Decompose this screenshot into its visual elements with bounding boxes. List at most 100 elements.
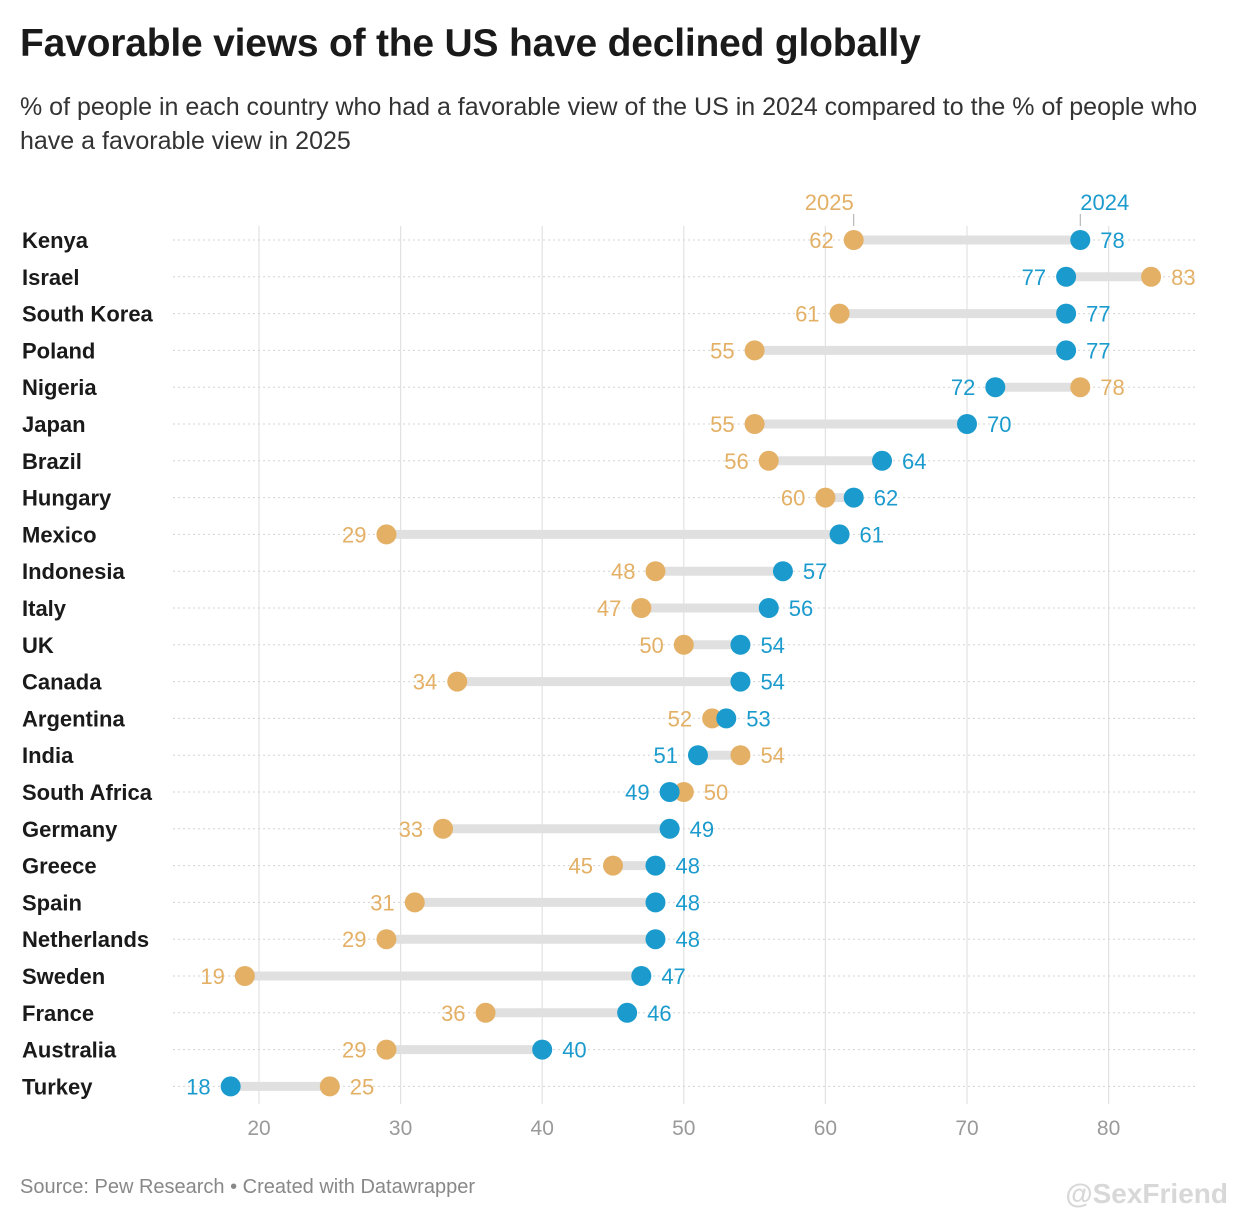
- dot-2025: [702, 708, 723, 729]
- x-tick-label: 50: [672, 1117, 695, 1140]
- dot-2025: [234, 966, 255, 986]
- value-label-2024: 54: [760, 633, 784, 658]
- watermark: @SexFriend: [1065, 1178, 1228, 1209]
- dot-2025: [673, 634, 694, 655]
- dot-2024: [220, 1076, 241, 1097]
- dot-2025: [475, 1002, 496, 1023]
- country-label: Germany: [22, 817, 118, 842]
- value-label-2025: 33: [399, 817, 423, 842]
- country-label: India: [22, 743, 74, 768]
- country-label: Israel: [22, 265, 80, 290]
- country-label: Indonesia: [22, 559, 125, 584]
- value-label-2025: 62: [809, 228, 833, 253]
- dot-2025: [744, 414, 765, 434]
- dot-2024: [730, 671, 751, 692]
- dot-2025: [603, 855, 623, 876]
- value-label-2025: 83: [1171, 265, 1195, 290]
- value-label-2025: 54: [760, 743, 784, 768]
- value-label-2024: 77: [1022, 265, 1046, 290]
- dot-2025: [645, 561, 666, 582]
- x-tick-label: 30: [389, 1117, 412, 1140]
- value-label-2024: 48: [675, 927, 699, 952]
- value-label-2025: 31: [370, 890, 394, 915]
- dot-2024: [1056, 340, 1077, 361]
- value-label-2025: 61: [795, 302, 819, 327]
- value-label-2025: 78: [1100, 375, 1124, 400]
- dot-2024: [957, 414, 977, 434]
- dot-2024: [659, 782, 680, 802]
- country-label: Nigeria: [22, 375, 97, 400]
- value-label-2025: 25: [350, 1074, 374, 1099]
- value-label-2024: 49: [625, 780, 649, 805]
- country-label: Japan: [22, 412, 86, 437]
- dot-2025: [843, 230, 864, 250]
- dot-2025: [730, 745, 751, 766]
- country-label: UK: [22, 633, 54, 658]
- value-label-2024: 64: [902, 449, 926, 474]
- dot-2025: [758, 450, 779, 471]
- country-label: South Korea: [22, 302, 154, 327]
- value-label-2024: 51: [653, 743, 677, 768]
- legend-label-2025: 2025: [805, 190, 854, 215]
- value-label-2024: 48: [675, 854, 699, 879]
- country-label: Netherlands: [22, 927, 149, 952]
- value-label-2024: 72: [951, 375, 975, 400]
- dot-2024: [1056, 303, 1077, 324]
- x-tick-label: 80: [1097, 1117, 1120, 1140]
- dot-2024: [843, 487, 864, 508]
- value-label-2024: 18: [186, 1074, 210, 1099]
- value-label-2025: 29: [342, 1038, 366, 1063]
- dot-2025: [376, 524, 397, 545]
- country-label: Kenya: [22, 228, 89, 253]
- value-label-2025: 29: [342, 927, 366, 952]
- dot-2024: [985, 377, 1006, 398]
- value-label-2025: 56: [724, 449, 748, 474]
- source-note: Source: Pew Research • Created with Data…: [20, 1176, 475, 1198]
- dot-2025: [1141, 266, 1162, 287]
- dot-2024: [645, 855, 666, 876]
- chart-title: Favorable views of the US have declined …: [20, 22, 921, 65]
- value-label-2024: 77: [1086, 338, 1110, 363]
- dot-2025: [673, 782, 694, 802]
- country-label: Mexico: [22, 522, 97, 547]
- value-label-2025: 34: [413, 670, 437, 695]
- value-label-2025: 47: [597, 596, 621, 621]
- value-label-2025: 52: [668, 706, 692, 731]
- dot-2025: [815, 487, 836, 508]
- dot-2024: [645, 892, 666, 913]
- value-label-2025: 48: [611, 559, 635, 584]
- country-label: Argentina: [22, 706, 125, 731]
- dot-2024: [532, 1039, 553, 1060]
- dot-2025: [744, 340, 765, 361]
- value-label-2024: 61: [860, 522, 884, 547]
- dot-2024: [1070, 230, 1091, 250]
- country-label: Spain: [22, 890, 82, 915]
- value-label-2025: 60: [781, 486, 805, 511]
- value-label-2025: 29: [342, 522, 366, 547]
- legend-label-2024: 2024: [1080, 190, 1129, 215]
- dot-2024: [758, 598, 779, 618]
- value-label-2024: 56: [789, 596, 813, 621]
- value-label-2025: 45: [569, 854, 593, 879]
- country-label: Australia: [22, 1038, 117, 1063]
- value-label-2025: 50: [704, 780, 728, 805]
- country-label: Sweden: [22, 964, 105, 989]
- value-label-2025: 19: [200, 964, 224, 989]
- value-label-2025: 36: [441, 1001, 465, 1026]
- x-tick-label: 40: [531, 1117, 554, 1140]
- value-label-2024: 62: [874, 486, 898, 511]
- value-label-2024: 46: [647, 1001, 671, 1026]
- dot-2025: [376, 1039, 397, 1060]
- dot-2024: [659, 818, 680, 839]
- dot-2024: [872, 450, 893, 471]
- dot-2024: [687, 745, 708, 766]
- value-label-2024: 40: [562, 1038, 586, 1063]
- value-label-2025: 55: [710, 338, 734, 363]
- dot-2024: [617, 1002, 638, 1023]
- dot-2024: [1056, 266, 1077, 287]
- x-tick-label: 20: [247, 1117, 270, 1140]
- country-label: France: [22, 1001, 94, 1026]
- x-tick-label: 70: [955, 1117, 978, 1140]
- value-label-2024: 48: [675, 890, 699, 915]
- value-label-2024: 47: [661, 964, 685, 989]
